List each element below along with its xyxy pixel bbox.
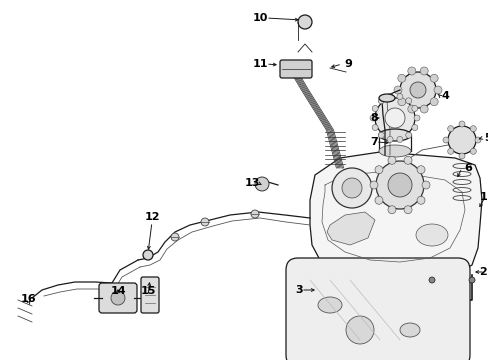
Ellipse shape bbox=[378, 94, 394, 102]
FancyBboxPatch shape bbox=[99, 283, 137, 313]
Circle shape bbox=[447, 126, 453, 132]
FancyBboxPatch shape bbox=[280, 60, 311, 78]
Circle shape bbox=[469, 126, 475, 132]
Text: 15: 15 bbox=[140, 286, 155, 296]
Circle shape bbox=[416, 166, 424, 174]
Circle shape bbox=[369, 181, 377, 189]
Ellipse shape bbox=[415, 224, 447, 246]
Circle shape bbox=[428, 277, 434, 283]
Ellipse shape bbox=[378, 129, 410, 141]
Circle shape bbox=[442, 137, 448, 143]
Circle shape bbox=[331, 168, 371, 208]
Circle shape bbox=[341, 178, 361, 198]
Polygon shape bbox=[309, 152, 481, 278]
Circle shape bbox=[447, 126, 475, 154]
Ellipse shape bbox=[378, 145, 410, 157]
Circle shape bbox=[297, 15, 311, 29]
Circle shape bbox=[111, 291, 125, 305]
Text: 13: 13 bbox=[244, 178, 260, 188]
Circle shape bbox=[171, 233, 179, 241]
Circle shape bbox=[397, 98, 405, 106]
Circle shape bbox=[411, 105, 417, 112]
FancyBboxPatch shape bbox=[141, 277, 159, 313]
Circle shape bbox=[142, 250, 153, 260]
Circle shape bbox=[403, 156, 411, 164]
Circle shape bbox=[378, 98, 384, 104]
Circle shape bbox=[374, 98, 414, 138]
Text: 5: 5 bbox=[483, 133, 488, 143]
Circle shape bbox=[387, 156, 395, 164]
Circle shape bbox=[387, 173, 411, 197]
Circle shape bbox=[250, 210, 259, 218]
Text: 14: 14 bbox=[110, 286, 125, 296]
Circle shape bbox=[407, 67, 415, 75]
Circle shape bbox=[387, 206, 395, 214]
Circle shape bbox=[201, 218, 208, 226]
Circle shape bbox=[447, 148, 453, 154]
Text: 10: 10 bbox=[252, 13, 267, 23]
Circle shape bbox=[429, 74, 437, 82]
Circle shape bbox=[413, 115, 419, 121]
Circle shape bbox=[384, 108, 404, 128]
Circle shape bbox=[396, 94, 402, 100]
Text: 3: 3 bbox=[295, 285, 303, 295]
Circle shape bbox=[458, 153, 464, 159]
Circle shape bbox=[386, 136, 392, 143]
Circle shape bbox=[369, 115, 375, 121]
Text: 16: 16 bbox=[20, 294, 36, 304]
Circle shape bbox=[421, 181, 429, 189]
Text: 8: 8 bbox=[369, 113, 377, 123]
Circle shape bbox=[407, 105, 415, 113]
Text: 6: 6 bbox=[463, 163, 471, 173]
Circle shape bbox=[474, 137, 480, 143]
Text: 7: 7 bbox=[369, 137, 377, 147]
Circle shape bbox=[468, 277, 474, 283]
Circle shape bbox=[393, 86, 401, 94]
Circle shape bbox=[419, 67, 427, 75]
Circle shape bbox=[405, 98, 411, 104]
Circle shape bbox=[254, 177, 268, 191]
Circle shape bbox=[386, 94, 392, 100]
Circle shape bbox=[419, 105, 427, 113]
FancyBboxPatch shape bbox=[285, 258, 469, 360]
Circle shape bbox=[469, 148, 475, 154]
Circle shape bbox=[416, 196, 424, 204]
Circle shape bbox=[371, 125, 377, 131]
Circle shape bbox=[374, 196, 382, 204]
Ellipse shape bbox=[317, 297, 341, 313]
Circle shape bbox=[396, 136, 402, 143]
Circle shape bbox=[375, 161, 423, 209]
Circle shape bbox=[403, 206, 411, 214]
Circle shape bbox=[399, 72, 435, 108]
Circle shape bbox=[433, 86, 441, 94]
Text: 9: 9 bbox=[343, 59, 351, 69]
Ellipse shape bbox=[399, 323, 419, 337]
Polygon shape bbox=[326, 212, 374, 245]
Text: 2: 2 bbox=[478, 267, 486, 277]
Text: 1: 1 bbox=[478, 192, 486, 202]
Circle shape bbox=[405, 132, 411, 138]
Circle shape bbox=[374, 166, 382, 174]
Circle shape bbox=[409, 82, 425, 98]
Circle shape bbox=[397, 74, 405, 82]
Ellipse shape bbox=[346, 316, 373, 344]
Text: 11: 11 bbox=[252, 59, 267, 69]
Text: 4: 4 bbox=[441, 91, 449, 101]
Circle shape bbox=[378, 132, 384, 138]
Text: 12: 12 bbox=[144, 212, 160, 222]
Circle shape bbox=[371, 105, 377, 112]
Circle shape bbox=[429, 98, 437, 106]
Circle shape bbox=[458, 121, 464, 127]
Circle shape bbox=[411, 125, 417, 131]
